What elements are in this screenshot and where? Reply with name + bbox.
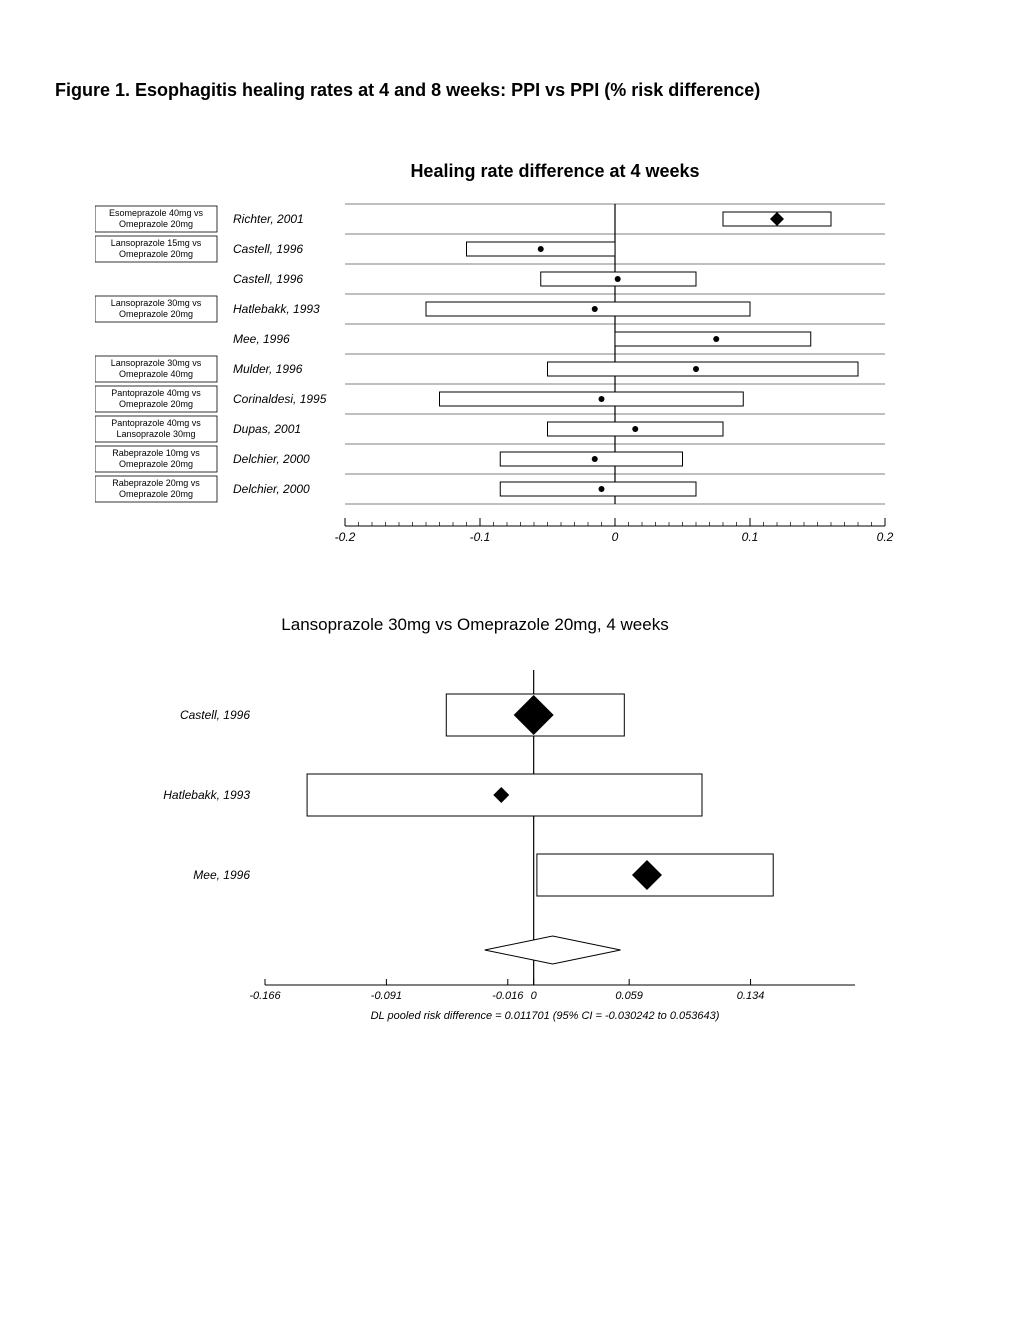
- chart1-ci-bar: [426, 302, 750, 316]
- chart1-tick-label: 0.2: [877, 530, 894, 544]
- chart2-title: Lansoprazole 30mg vs Omeprazole 20mg, 4 …: [125, 615, 825, 635]
- chart2-pooled-diamond: [485, 936, 621, 964]
- chart1-study-label: Mulder, 1996: [233, 362, 303, 376]
- chart2-tick-label: -0.091: [371, 990, 402, 1002]
- chart1-tick-label: 0.1: [742, 530, 759, 544]
- chart1-tick-label: -0.1: [470, 530, 491, 544]
- chart1-point-marker: [592, 306, 598, 312]
- chart1-point-marker: [592, 456, 598, 462]
- chart1-ci-bar: [440, 392, 744, 406]
- chart1-comparison-label-line2: Omeprazole 20mg: [119, 219, 193, 229]
- chart1-comparison-label-line1: Lansoprazole 30mg vs: [111, 298, 202, 308]
- chart1-study-label: Delchier, 2000: [233, 452, 310, 466]
- chart1-ci-bar: [615, 332, 811, 346]
- chart1-comparison-label-line1: Rabeprazole 20mg vs: [112, 478, 200, 488]
- chart2-study-label: Castell, 1996: [180, 708, 250, 722]
- chart1-comparison-label-line1: Rabeprazole 10mg vs: [112, 448, 200, 458]
- chart2-tick-label: 0.059: [615, 990, 643, 1002]
- chart1-tick-label: -0.2: [335, 530, 356, 544]
- chart1-ci-bar: [548, 362, 859, 376]
- chart1-study-label: Richter, 2001: [233, 212, 304, 226]
- chart1-comparison-label-line2: Omeprazole 40mg: [119, 369, 193, 379]
- chart1-svg: Esomeprazole 40mg vsOmeprazole 20mgRicht…: [95, 200, 915, 560]
- chart1-comparison-label-line2: Omeprazole 20mg: [119, 249, 193, 259]
- chart1-container: Healing rate difference at 4 weeks Esome…: [95, 161, 965, 560]
- chart1-comparison-label-line2: Omeprazole 20mg: [119, 459, 193, 469]
- chart1-comparison-label-line1: Pantoprazole 40mg vs: [111, 418, 201, 428]
- chart1-tick-label: 0: [612, 530, 619, 544]
- chart1-study-label: Castell, 1996: [233, 242, 303, 256]
- chart2-svg: Castell, 1996 Hatlebakk, 1993 Mee, 1996 -0.…: [125, 660, 865, 1080]
- chart1-ci-bar: [500, 452, 682, 466]
- chart1-point-marker: [599, 486, 605, 492]
- chart2-tick-label: 0.134: [737, 990, 765, 1002]
- chart2-tick-label: 0: [531, 990, 538, 1002]
- chart1-study-label: Corinaldesi, 1995: [233, 392, 327, 406]
- chart1-comparison-label-line2: Omeprazole 20mg: [119, 489, 193, 499]
- chart1-comparison-label-line2: Omeprazole 20mg: [119, 399, 193, 409]
- chart1-point-marker: [538, 246, 544, 252]
- chart1-point-marker: [615, 276, 621, 282]
- chart1-comparison-label-line1: Esomeprazole 40mg vs: [109, 208, 204, 218]
- chart1-comparison-label-line2: Lansoprazole 30mg: [116, 429, 195, 439]
- chart1-point-marker: [599, 396, 605, 402]
- chart1-study-label: Castell, 1996: [233, 272, 303, 286]
- chart1-point-marker: [693, 366, 699, 372]
- chart2-tick-label: -0.166: [249, 990, 281, 1002]
- chart2-caption: DL pooled risk difference = 0.011701 (95…: [371, 1010, 720, 1022]
- chart1-comparison-label-line1: Pantoprazole 40mg vs: [111, 388, 201, 398]
- chart2-study-label: Hatlebakk, 1993: [163, 788, 250, 802]
- chart1-comparison-label-line1: Lansoprazole 15mg vs: [111, 238, 202, 248]
- page: Figure 1. Esophagitis healing rates at 4…: [0, 0, 1020, 1320]
- chart2-container: Lansoprazole 30mg vs Omeprazole 20mg, 4 …: [125, 615, 965, 1080]
- chart1-point-marker: [713, 336, 719, 342]
- chart1-study-label: Delchier, 2000: [233, 482, 310, 496]
- chart1-study-label: Dupas, 2001: [233, 422, 301, 436]
- chart1-comparison-label-line2: Omeprazole 20mg: [119, 309, 193, 319]
- chart1-point-marker: [632, 426, 638, 432]
- chart1-comparison-label-line1: Lansoprazole 30mg vs: [111, 358, 202, 368]
- chart1-study-label: Hatlebakk, 1993: [233, 302, 320, 316]
- chart2-tick-label: -0.016: [492, 990, 524, 1002]
- chart1-ci-bar: [500, 482, 696, 496]
- chart1-study-label: Mee, 1996: [233, 332, 290, 346]
- chart2-study-label: Mee, 1996: [193, 868, 250, 882]
- chart1-title: Healing rate difference at 4 weeks: [95, 161, 885, 182]
- figure-title: Figure 1. Esophagitis healing rates at 4…: [55, 80, 965, 101]
